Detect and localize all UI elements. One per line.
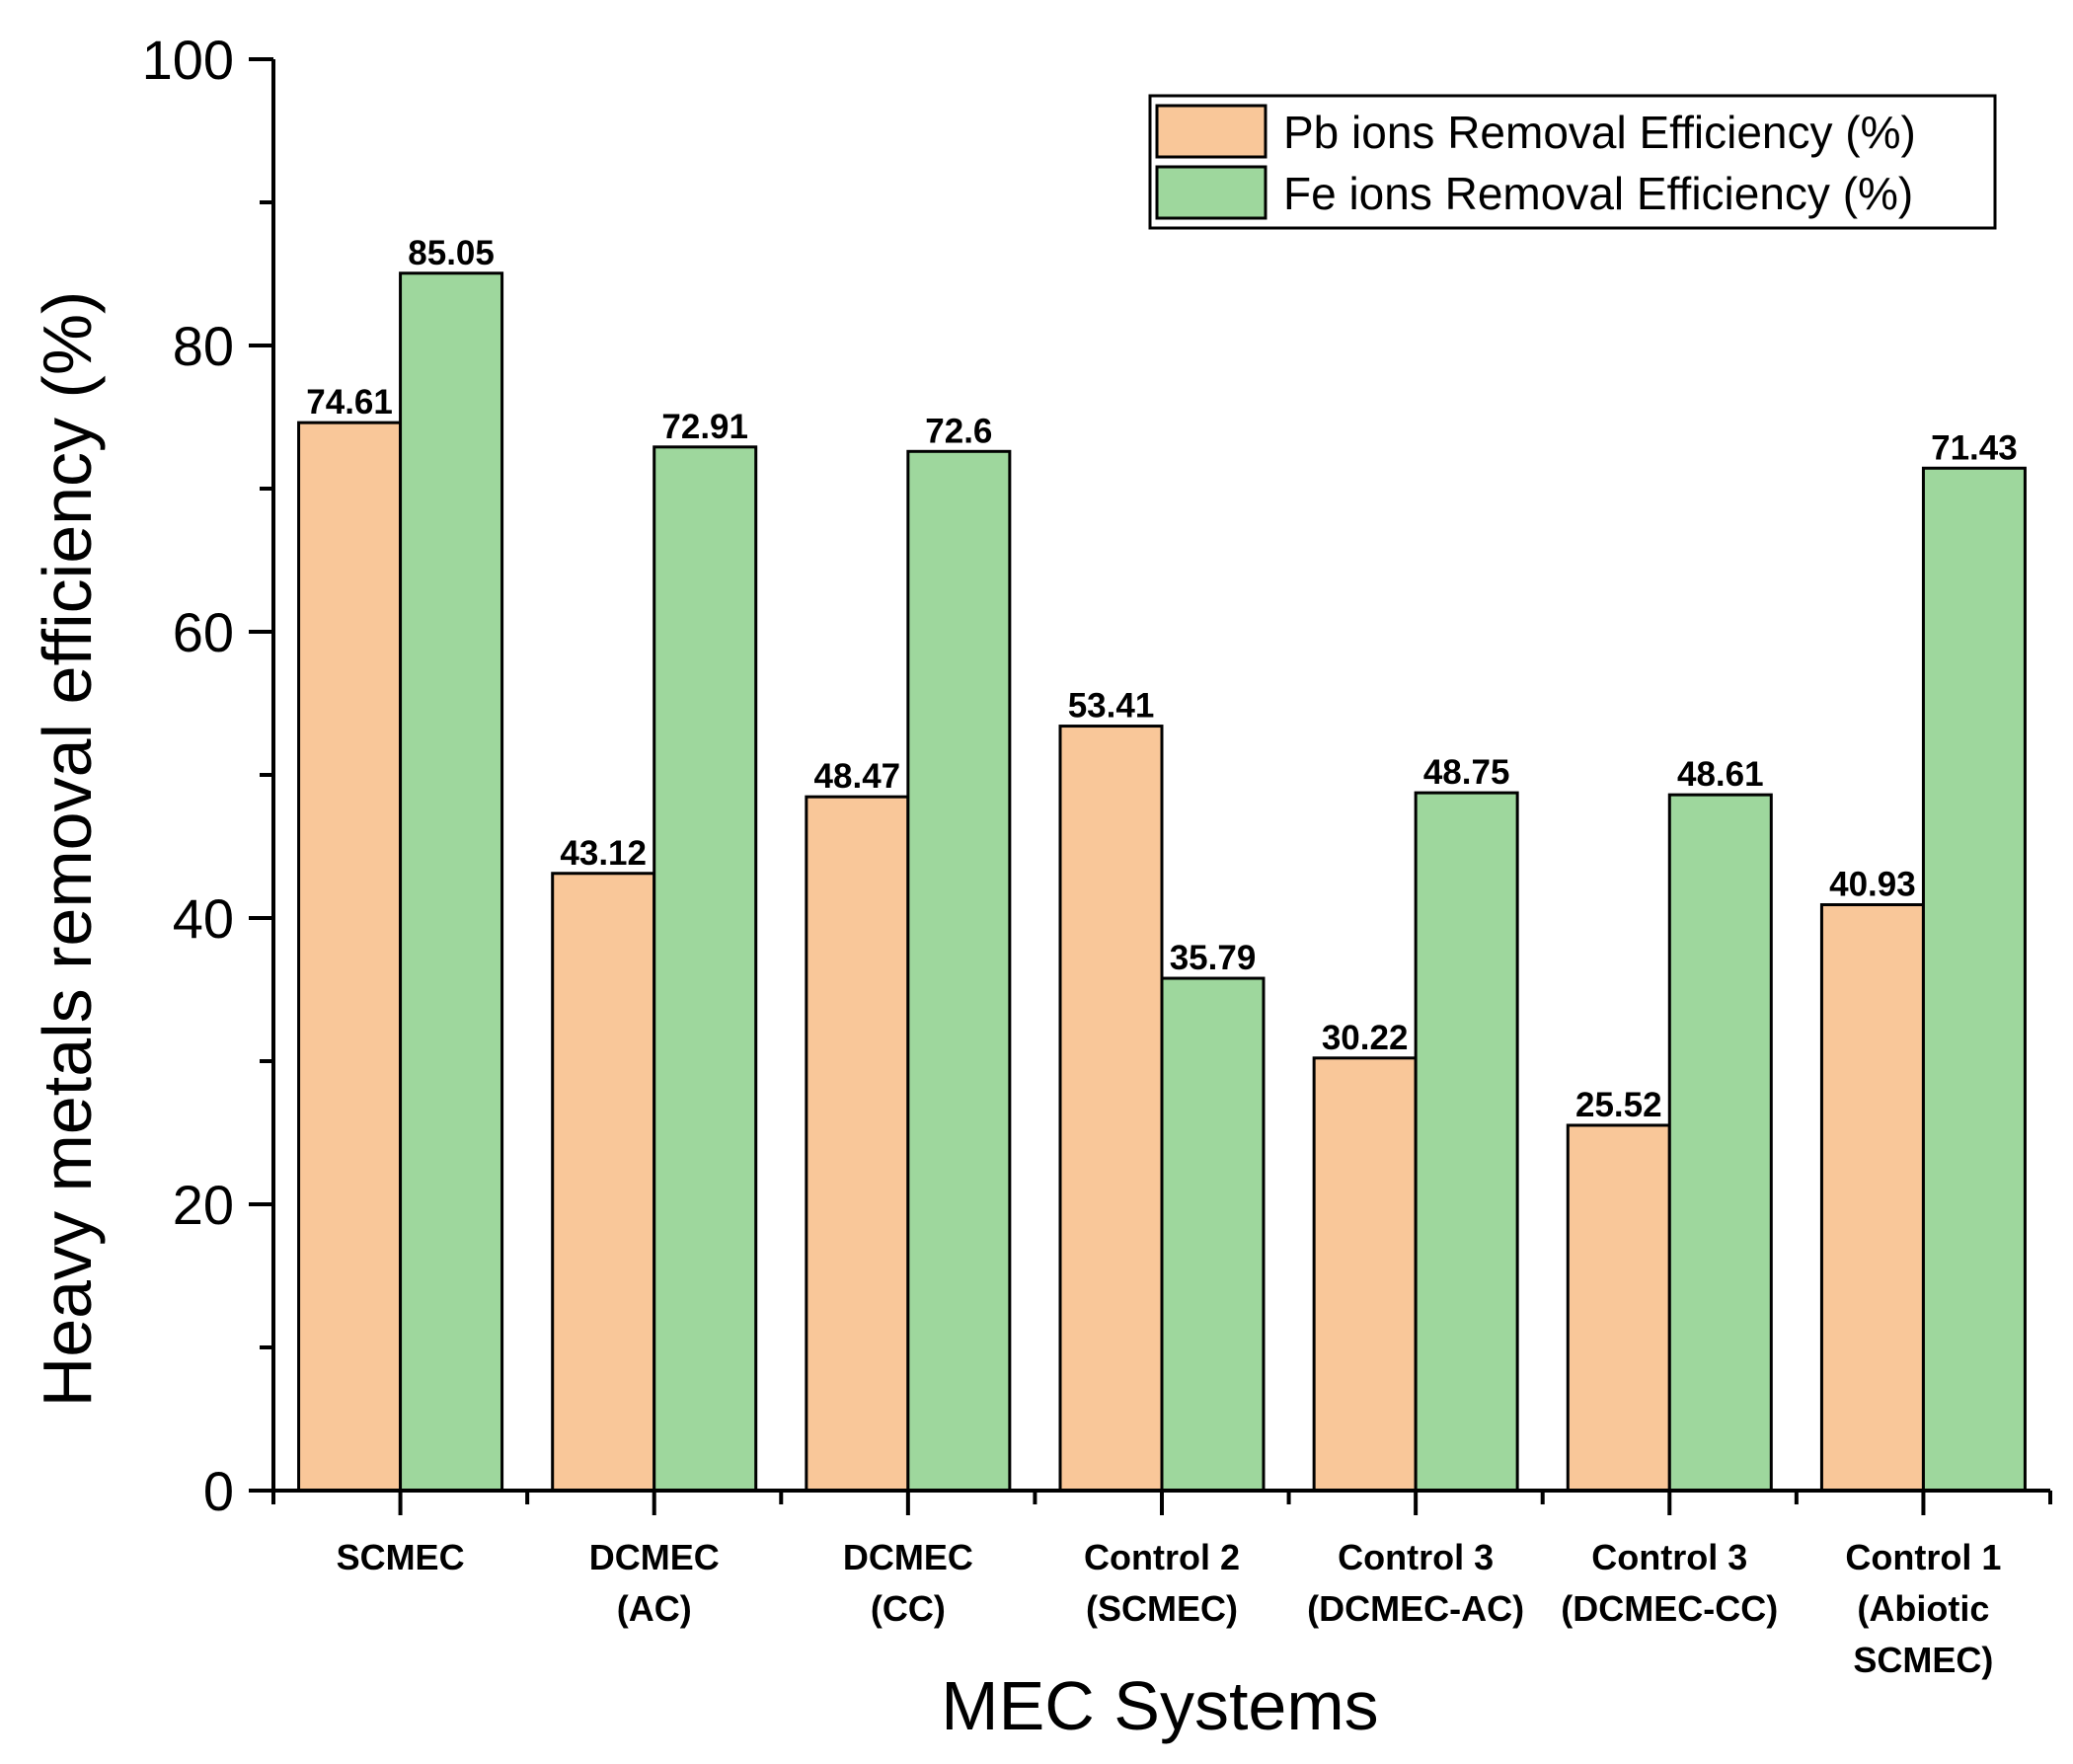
data-label-fe-3: 35.79 [1170,939,1257,977]
legend-label-pb: Pb ions Removal Efficiency (%) [1283,107,1916,158]
bar-fe-6 [1921,466,2027,1493]
data-label-fe-6: 71.43 [1931,428,2018,467]
x-tick-label: (Abiotic [1857,1588,1989,1629]
bar-pb-2 [805,795,910,1493]
x-tick-label: (DCMEC-AC) [1307,1588,1524,1629]
bar-fe-3 [1160,976,1266,1493]
data-label-pb-4: 30.22 [1322,1019,1409,1057]
legend-swatch-fe [1155,165,1267,220]
y-tick-label: 60 [173,601,234,663]
y-tick-label: 40 [173,887,234,950]
legend-label-fe: Fe ions Removal Efficiency (%) [1283,168,1913,219]
data-label-pb-6: 40.93 [1829,866,1916,904]
y-tick-label: 20 [173,1174,234,1236]
x-tick-label: Control 2 [1084,1537,1240,1577]
x-axis-title: MEC Systems [941,1667,1378,1744]
bar-pb-5 [1566,1123,1671,1493]
data-label-fe-1: 72.91 [661,408,748,446]
x-tick-label: SCMEC [337,1537,465,1577]
data-label-fe-5: 48.61 [1677,755,1764,794]
y-tick-label: 100 [142,29,234,91]
bar-pb-4 [1312,1056,1418,1493]
data-label-fe-0: 85.05 [408,234,495,272]
data-label-pb-3: 53.41 [1068,687,1155,726]
x-tick-label: Control 3 [1591,1537,1747,1577]
bar-pb-6 [1819,903,1925,1493]
x-tick-label: SCMEC) [1853,1640,1993,1680]
y-tick-label: 0 [203,1460,234,1522]
data-label-pb-5: 25.52 [1575,1086,1662,1124]
bar-fe-4 [1414,791,1519,1493]
x-tick-label: (DCMEC-CC) [1561,1588,1778,1629]
x-tick-label: (SCMEC) [1086,1588,1238,1629]
legend-swatch-pb [1155,104,1267,159]
x-tick-label: DCMEC [843,1537,973,1577]
bar-fe-5 [1667,793,1773,1493]
x-tick-label: (CC) [871,1588,946,1629]
bar-pb-0 [297,421,403,1493]
data-label-fe-4: 48.75 [1423,753,1510,792]
data-label-pb-1: 43.12 [560,834,647,873]
bar-pb-3 [1058,725,1164,1493]
bar-fe-2 [906,449,1012,1493]
data-label-fe-2: 72.6 [925,412,992,450]
bar-fe-1 [653,445,758,1493]
axes-layer: 0 20 40 60 80 100 SCMEC DCMEC (AC) DCMEC (CC) Contr… [142,29,2052,1680]
x-tick-label: DCMEC [589,1537,720,1577]
bar-fe-0 [399,271,504,1493]
bars-layer [297,271,2027,1493]
x-tick-label: Control 3 [1338,1537,1494,1577]
bar-pb-1 [551,872,656,1493]
y-axis-title: Heavy metals removal efficiency (%) [29,291,106,1408]
y-tick-label: 80 [173,315,234,377]
legend: Pb ions Removal Efficiency (%) Fe ions R… [1148,94,1997,230]
data-label-pb-0: 74.61 [306,383,393,422]
data-labels-layer: 74.61 85.05 43.12 72.91 48.47 72.6 53.41 35.79 3… [306,234,2017,1124]
x-tick-label: Control 1 [1845,1537,2001,1577]
data-label-pb-2: 48.47 [814,757,901,796]
x-tick-label: (AC) [617,1588,692,1629]
legend-box [1148,94,1997,230]
